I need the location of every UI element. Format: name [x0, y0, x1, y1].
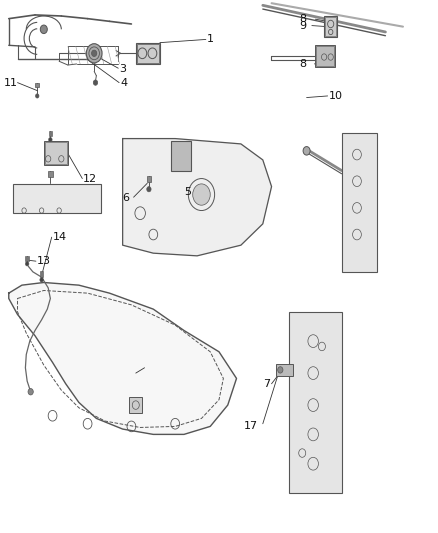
Bar [325, 17, 336, 36]
Bar [147, 176, 151, 182]
Bar [315, 45, 335, 67]
Bar [44, 141, 68, 165]
Bar [129, 397, 142, 413]
Circle shape [92, 50, 97, 56]
Circle shape [278, 367, 283, 373]
Text: 4: 4 [120, 78, 127, 88]
Text: 9: 9 [300, 21, 307, 30]
Text: 1: 1 [207, 35, 214, 44]
Text: 5: 5 [184, 187, 191, 197]
Text: 13: 13 [37, 256, 51, 266]
Circle shape [303, 147, 310, 155]
Circle shape [40, 25, 47, 34]
Bar [276, 364, 293, 376]
Bar [25, 256, 29, 261]
Text: 17: 17 [244, 422, 258, 431]
Bar [49, 131, 52, 136]
Bar [289, 312, 342, 493]
Bar [137, 44, 159, 63]
Bar [136, 43, 160, 64]
Text: 11: 11 [4, 78, 18, 87]
Text: 8: 8 [300, 59, 307, 69]
Bar [45, 142, 67, 164]
Bar [316, 46, 334, 66]
Circle shape [40, 278, 43, 282]
Text: 14: 14 [53, 232, 67, 241]
Text: 7: 7 [264, 379, 271, 389]
Polygon shape [123, 139, 272, 256]
Circle shape [93, 80, 98, 85]
Circle shape [86, 44, 102, 63]
Text: 6: 6 [122, 193, 129, 203]
Bar [35, 83, 39, 87]
Text: 12: 12 [83, 174, 97, 184]
Bar [171, 141, 191, 171]
Polygon shape [9, 282, 237, 434]
Circle shape [147, 187, 151, 192]
Text: 10: 10 [328, 91, 343, 101]
Bar [342, 133, 377, 272]
Circle shape [193, 184, 210, 205]
Text: 8: 8 [300, 14, 307, 24]
Bar [48, 171, 53, 177]
Text: 3: 3 [119, 64, 126, 74]
Circle shape [35, 94, 39, 98]
Circle shape [49, 138, 52, 142]
Bar [13, 184, 101, 213]
Bar [324, 16, 337, 37]
Bar [40, 271, 43, 277]
Circle shape [25, 262, 29, 266]
Circle shape [28, 389, 33, 395]
